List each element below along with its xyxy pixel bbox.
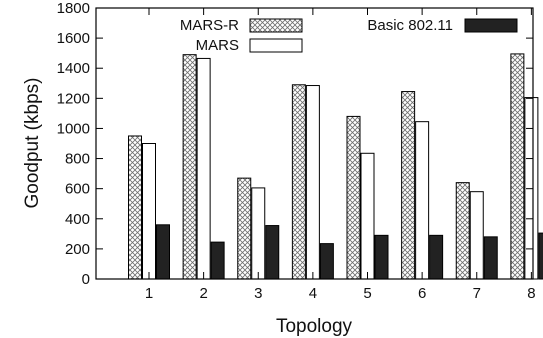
x-axis-title: Topology: [276, 316, 353, 337]
bar-mars: [415, 121, 430, 280]
y-tick-label: 800: [65, 151, 90, 168]
bar-mars-r: [346, 115, 361, 280]
y-axis: 0 200 400 600 800 1000 1200 1400 1600 1800: [57, 0, 533, 288]
y-tick-label: 600: [65, 181, 90, 198]
plot-frame: [95, 7, 534, 280]
y-tick-label: 1200: [57, 90, 90, 107]
legend-label-mars: MARS: [196, 37, 239, 54]
bar-mars-r: [237, 177, 252, 280]
bar-mars-r: [510, 53, 525, 280]
bar-mars: [469, 191, 484, 280]
bar-mars-r: [291, 84, 306, 280]
x-tick-label: 5: [363, 285, 371, 302]
legend-swatch-mars-r: [249, 18, 303, 33]
y-axis-title: Goodput (kbps): [22, 78, 43, 209]
x-tick-label: 6: [418, 285, 426, 302]
x-tick-label: 3: [254, 285, 262, 302]
y-tick-label: 1800: [57, 0, 90, 17]
bar-mars: [360, 152, 375, 280]
x-tick-label: 2: [199, 285, 207, 302]
bar-mars: [305, 85, 320, 280]
bar-mars: [196, 57, 211, 280]
legend: MARS-R MARS Basic 802.11: [180, 17, 518, 54]
bar-basic-802-11: [483, 236, 498, 280]
bar-basic-802-11: [156, 224, 170, 280]
bar-mars-r: [128, 135, 142, 280]
x-tick-label: 1: [145, 285, 153, 302]
bar-mars: [251, 187, 266, 280]
y-tick-label: 1000: [57, 120, 90, 137]
legend-label-basic-80211: Basic 802.11: [367, 17, 453, 34]
legend-label-mars-r: MARS-R: [180, 17, 239, 34]
bar-mars-r: [455, 182, 470, 280]
x-tick-label: 4: [309, 285, 317, 302]
y-tick-label: 0: [82, 271, 90, 288]
bar-basic-802-11: [265, 225, 280, 280]
bar-mars: [142, 143, 156, 280]
y-tick-label: 400: [65, 211, 90, 228]
bar-basic-802-11: [429, 234, 444, 280]
legend-swatch-mars: [249, 38, 303, 53]
y-tick-label: 200: [65, 241, 90, 258]
bar-basic-802-11: [210, 241, 225, 280]
bar-mars-r: [401, 91, 416, 280]
bar-basic-802-11: [538, 232, 543, 280]
bar-basic-802-11: [319, 243, 334, 280]
y-tick-label: 1600: [57, 30, 90, 47]
legend-swatch-basic-80211: [464, 18, 518, 33]
x-tick-label: 8: [527, 285, 535, 302]
y-tick-label: 1400: [57, 60, 90, 77]
x-axis: 1 2 3 4 5 6 7 8: [145, 8, 536, 302]
bar-mars-r: [182, 54, 197, 280]
x-tick-label: 7: [473, 285, 481, 302]
bar-basic-802-11: [374, 234, 389, 280]
bars-layer: [128, 53, 543, 280]
